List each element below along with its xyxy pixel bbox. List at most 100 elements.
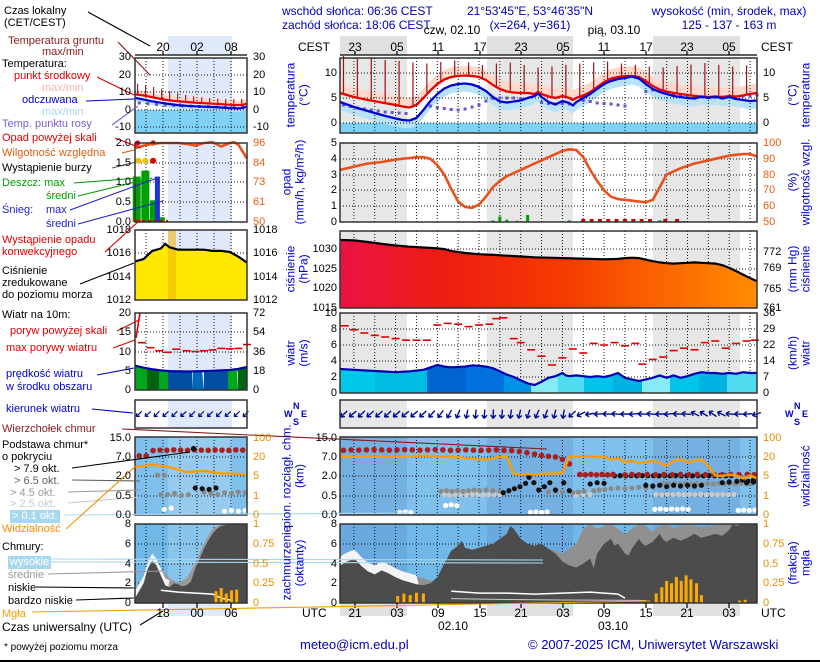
thumb-axis-tick-label: 73 (253, 176, 266, 188)
axis-tick-label: 7 (763, 371, 770, 383)
axis-tick-label: 2 (330, 577, 337, 589)
compass-right-s-icon: S (794, 417, 801, 427)
utc-hour-label: 15 (639, 606, 653, 620)
thumb-axis-tick-label: 72 (253, 307, 266, 319)
legend-item: bardzo niskie (8, 595, 73, 607)
axis-tick-label: 15.0 (315, 432, 337, 444)
compass-left-e-icon: E (301, 409, 308, 419)
legend-item: w środku obszaru (6, 381, 93, 393)
thumb-axis-tick-label: 96 (253, 137, 266, 149)
thumb-axis-tick-label: 10 (118, 346, 131, 358)
axis-tick-label: 70 (763, 184, 776, 196)
axis-tick-label: 10 (324, 307, 337, 319)
axis-tick-label: 761 (763, 302, 782, 314)
local-hour-label: 08 (224, 40, 238, 54)
axis-tick-label: 4 (330, 153, 337, 165)
thumb-axis-tick-label: -10 (115, 121, 131, 133)
thumb-axis-tick-label: 1014 (106, 271, 131, 283)
legend-item: Wystąpienie opadu (2, 234, 96, 246)
axis-tick-label: 0 (763, 509, 770, 521)
legend-item: Wilgotność względna (2, 147, 106, 159)
thumb-axis-tick-label: 0 (124, 384, 131, 396)
contact-email-link[interactable]: meteo@icm.edu.pl (300, 637, 409, 652)
legend-item: max/min (42, 106, 84, 118)
thumb-axis-tick-label: 1018 (106, 224, 131, 236)
legend-item: do poziomu morza (2, 289, 93, 301)
legend-item: max/min (42, 82, 84, 94)
utc-hour-label: 21 (348, 606, 362, 620)
legend-item: (CET/CEST) (4, 17, 66, 29)
thumb-axis-tick-label: 5 (124, 365, 131, 377)
thumb-axis-tick-label: 1012 (253, 294, 278, 306)
local-hour-label: 02 (190, 40, 204, 54)
cest-hour-label: 17 (473, 40, 487, 54)
thumb-axis-tick-label: 0.0 (115, 509, 131, 521)
compass-right-w-icon: W (785, 409, 794, 419)
thumb-axis-tick-label: 0 (253, 597, 260, 609)
utc-left-label: UTC (302, 606, 327, 620)
thumb-axis-tick-label: 20 (118, 307, 131, 319)
legend-item: > 7.9 okt. (14, 463, 60, 475)
cest-hour-label: 17 (639, 40, 653, 54)
legend-item: o pokryciu (2, 451, 53, 463)
thumb-axis-tick-label: 8 (124, 518, 131, 530)
axis-tick-label: 10 (324, 67, 337, 79)
legend-item: średnie (8, 569, 45, 581)
axis-title: (frakcja) mgła (785, 541, 812, 585)
axis-tick-label: 772 (763, 246, 782, 258)
thumb-axis-tick-label: 1.0 (115, 176, 131, 188)
utc-hour-label: 03 (556, 606, 570, 620)
axis-title: zachmurzenie (oktanty) (279, 525, 306, 601)
thumb-axis-tick-label: 30 (253, 51, 266, 63)
legend-item: Temperatura: (2, 58, 67, 70)
thumb-axis-tick-label: 61 (253, 196, 266, 208)
axis-title: (mm Hg) ciśnienie (785, 245, 812, 293)
thumb-axis-tick-label: 1 (253, 490, 260, 502)
axis-tick-label: 0.25 (763, 577, 785, 589)
footnote-above-sea-level: * powyżej poziomu morza (4, 642, 118, 653)
thumb-axis-tick-label: 7.0 (115, 451, 131, 463)
legend-item: Ciśnienie (2, 265, 48, 277)
legend-item: średni (46, 190, 76, 202)
utc-thumb-hour-label: 00 (190, 606, 204, 620)
utc-hour-label: 21 (680, 606, 694, 620)
legend-item: poryw powyżej skali (10, 325, 108, 337)
axis-tick-label: 0 (330, 216, 337, 228)
axis-tick-label: 0 (763, 387, 770, 399)
cest-hour-label: 23 (348, 40, 362, 54)
thumb-axis-tick-label: 5 (253, 470, 260, 482)
axis-tick-label: 6 (330, 538, 337, 550)
cest-left-label: CEST (298, 40, 331, 54)
axis-tick-label: 60 (763, 200, 776, 212)
axis-tick-label: 1020 (312, 282, 337, 294)
thumb-axis-tick-label: 0 (124, 104, 131, 116)
axis-tick-label: 4 (330, 355, 337, 367)
thumb-axis-tick-label: 100 (253, 432, 272, 444)
utc-hour-label: 03 (722, 606, 736, 620)
thumb-axis-tick-label: 0 (253, 509, 260, 521)
axis-tick-label: 20 (763, 451, 776, 463)
axis-tick-label: 10 (763, 67, 776, 79)
legend-item: > 0.1 okt. (10, 510, 60, 523)
day2-label: pią, 03.10 (587, 23, 641, 37)
legend-item: konwekcyjnego (2, 246, 78, 258)
legend-item: Deszcz: max (2, 177, 65, 189)
axis-tick-label: 1 (763, 518, 770, 530)
axis-tick-label: 29 (763, 323, 776, 335)
thumb-axis-tick-label: 0.0 (115, 216, 131, 228)
thumb-axis-tick-label: 0.5 (115, 196, 131, 208)
axis-title: (km) widzialność (785, 445, 812, 507)
axis-tick-label: 100 (763, 432, 782, 444)
local-hour-label: 20 (156, 40, 170, 54)
axis-tick-label: 1 (763, 490, 770, 502)
axis-tick-label: 5 (763, 470, 770, 482)
utc-hour-label: 09 (431, 606, 445, 620)
compass-left-w-icon: W (284, 409, 293, 419)
legend-item: Widzialność (2, 523, 61, 535)
thumb-axis-tick-label: 2.0 (115, 137, 131, 149)
axis-tick-label: 0.0 (321, 509, 337, 521)
legend-item: Mgła (2, 608, 26, 620)
thumb-axis-tick-label: 20 (118, 69, 131, 81)
